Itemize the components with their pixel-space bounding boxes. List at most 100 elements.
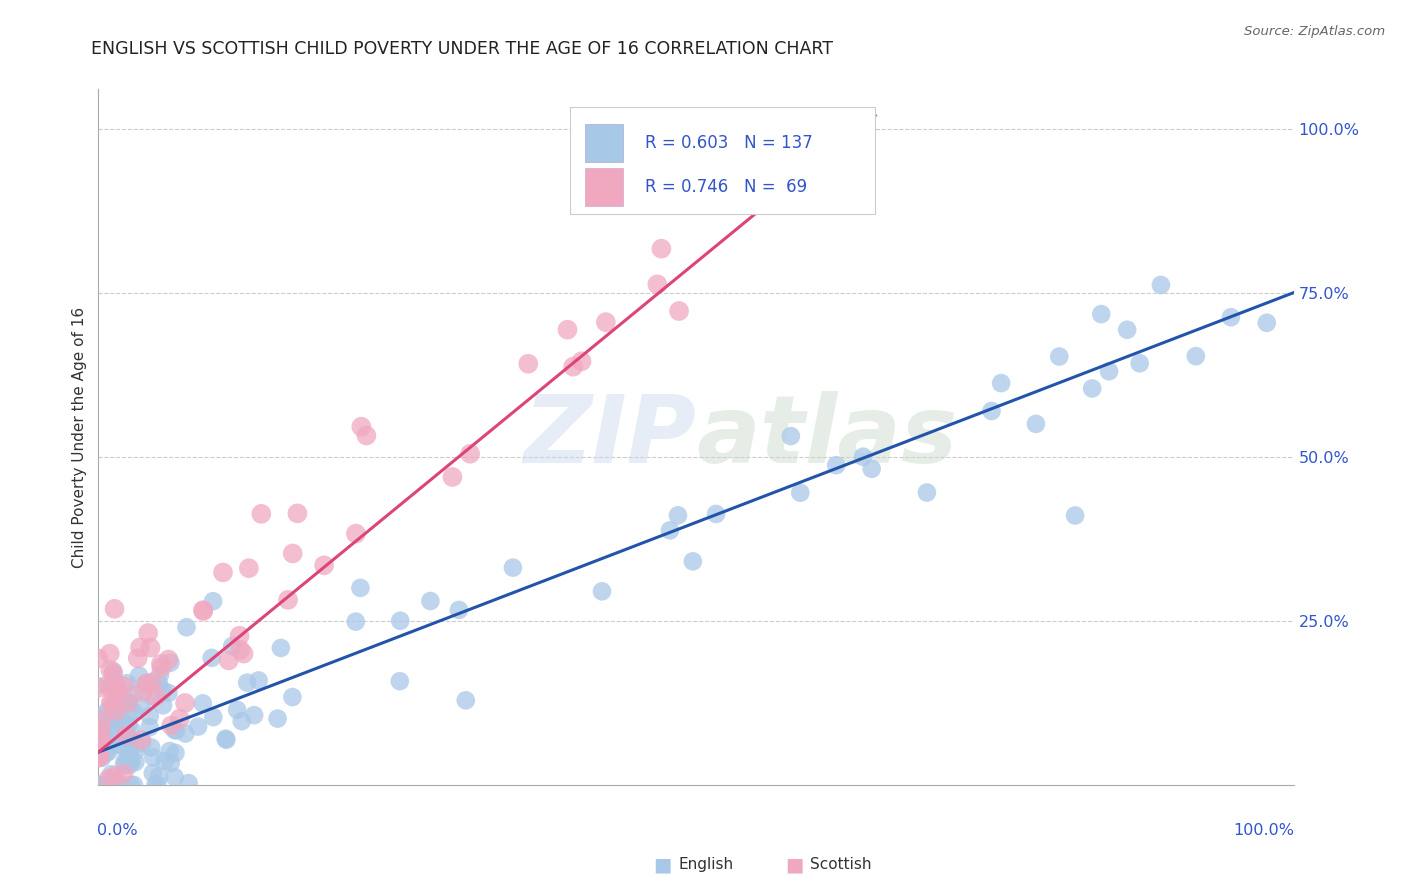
Point [118, 708, 141, 723]
Point [122, 705, 145, 719]
Point [344, 615, 367, 629]
Point [571, 354, 593, 368]
Point [356, 428, 378, 442]
Point [779, 429, 801, 443]
Point [91, 724, 114, 739]
Text: atlas: atlas [696, 391, 957, 483]
Point [122, 734, 145, 748]
Point [517, 357, 540, 371]
Point [112, 766, 135, 780]
Point [142, 750, 165, 764]
Point [132, 684, 155, 698]
Point [153, 754, 176, 768]
Point [666, 508, 689, 523]
Point [704, 507, 727, 521]
Point [112, 758, 135, 772]
Point [129, 640, 152, 655]
Point [150, 660, 173, 674]
Point [98, 663, 121, 677]
Point [107, 696, 129, 710]
Point [131, 698, 153, 713]
Text: English: English [678, 857, 733, 872]
Point [591, 584, 613, 599]
Point [236, 675, 259, 690]
Point [122, 778, 145, 792]
Point [231, 714, 253, 728]
Text: R = 0.603   N = 137: R = 0.603 N = 137 [644, 134, 813, 153]
Point [105, 693, 128, 707]
Point [789, 485, 811, 500]
Point [97, 772, 120, 786]
Point [226, 703, 249, 717]
FancyBboxPatch shape [585, 168, 623, 206]
Point [141, 740, 163, 755]
Point [165, 746, 187, 760]
Point [87, 732, 110, 747]
Point [221, 639, 243, 653]
Point [118, 758, 141, 772]
Point [91, 751, 114, 765]
Point [103, 778, 125, 792]
Point [277, 592, 299, 607]
Point [215, 732, 238, 747]
Point [202, 594, 225, 608]
Point [87, 778, 110, 792]
Point [145, 690, 167, 704]
Point [108, 778, 131, 792]
Point [174, 696, 197, 710]
Point [825, 458, 848, 473]
Point [755, 140, 778, 154]
Point [1047, 350, 1070, 364]
Point [114, 754, 136, 768]
Point [115, 731, 138, 745]
Point [980, 404, 1002, 418]
Point [100, 696, 122, 710]
Point [104, 675, 127, 690]
Point [94, 746, 117, 760]
Point [125, 743, 148, 757]
FancyBboxPatch shape [585, 124, 623, 162]
Point [853, 125, 876, 139]
Point [1090, 307, 1112, 321]
Point [1219, 310, 1241, 325]
Point [141, 675, 163, 690]
Point [281, 546, 304, 560]
Point [814, 120, 837, 134]
Point [238, 561, 260, 575]
Point [135, 677, 157, 691]
Point [349, 581, 371, 595]
Point [127, 651, 149, 665]
Point [1256, 316, 1278, 330]
Point [157, 686, 180, 700]
Point [135, 676, 157, 690]
Point [110, 714, 132, 728]
Point [595, 315, 617, 329]
Point [668, 304, 690, 318]
Point [121, 723, 143, 737]
Point [141, 690, 163, 704]
Point [159, 756, 181, 770]
Text: ■: ■ [785, 855, 804, 874]
Point [218, 653, 240, 667]
Point [103, 666, 125, 681]
Point [89, 778, 111, 792]
Point [96, 704, 118, 718]
Text: Source: ZipAtlas.com: Source: ZipAtlas.com [1244, 25, 1385, 38]
Point [447, 603, 470, 617]
Point [103, 710, 125, 724]
Point [388, 674, 411, 689]
Point [138, 720, 160, 734]
Point [89, 709, 111, 723]
Point [852, 450, 875, 464]
Point [658, 524, 681, 538]
Point [112, 698, 135, 712]
Point [87, 750, 110, 764]
Point [90, 726, 112, 740]
Point [117, 751, 139, 765]
Point [121, 755, 143, 769]
Y-axis label: Child Poverty Under the Age of 16: Child Poverty Under the Age of 16 [72, 307, 87, 567]
Point [314, 558, 336, 573]
Point [104, 769, 127, 783]
Point [91, 722, 114, 736]
Point [193, 604, 215, 618]
